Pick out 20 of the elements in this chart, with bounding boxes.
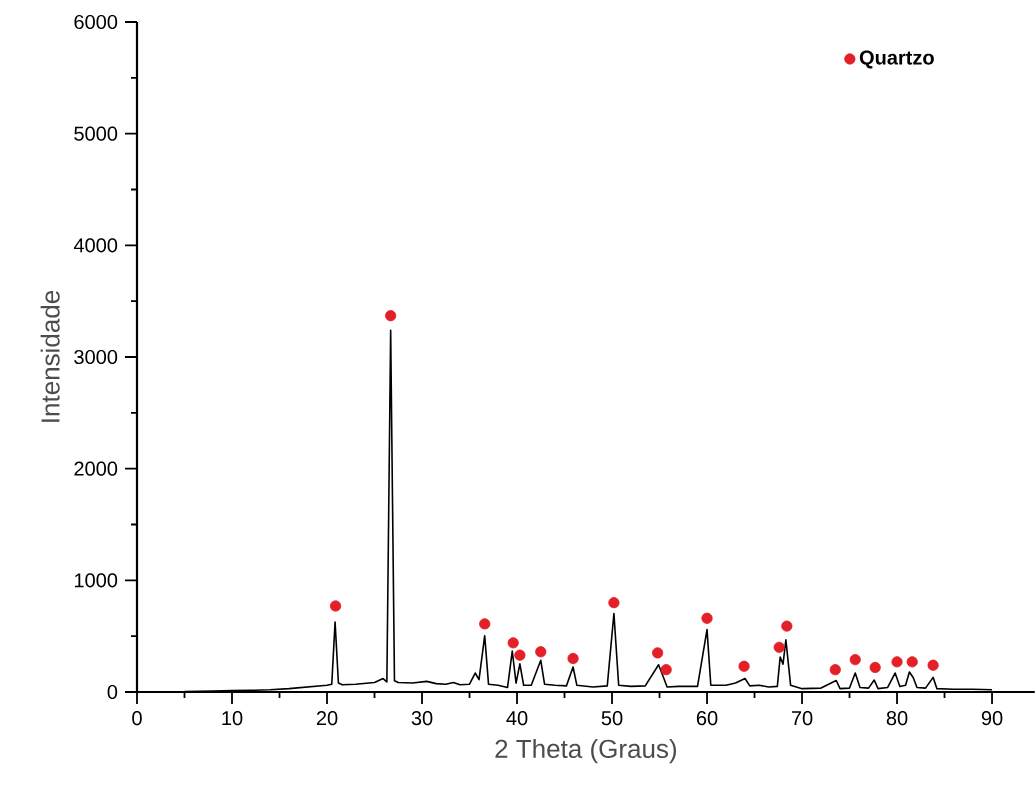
x-tick-label: 80 [886, 711, 908, 726]
x-axis-title: 2 Theta (Graus) [495, 738, 677, 764]
x-tick-label: 40 [506, 711, 528, 726]
x-tick-label: 30 [411, 711, 433, 726]
legend-label: Quartzo [859, 50, 934, 69]
x-tick-label: 10 [222, 711, 243, 726]
y-tick-label: 2000 [74, 461, 118, 476]
x-tick-label: 70 [791, 711, 813, 726]
y-tick-label: 0 [107, 684, 118, 700]
y-tick-label: 4000 [73, 238, 118, 253]
y-tick-label: 5000 [74, 126, 118, 141]
y-tick-label: 6000 [74, 14, 118, 30]
y-tick-label: 3000 [74, 349, 118, 365]
y-axis-title: Intensidade [40, 290, 60, 422]
x-tick-label: 90 [981, 711, 1003, 726]
x-tick-label: 20 [316, 711, 338, 726]
x-tick-label: 0 [132, 711, 142, 726]
x-tick-label: 50 [601, 711, 623, 726]
y-tick-label: 1000 [74, 573, 118, 588]
x-tick-label: 60 [696, 711, 718, 726]
